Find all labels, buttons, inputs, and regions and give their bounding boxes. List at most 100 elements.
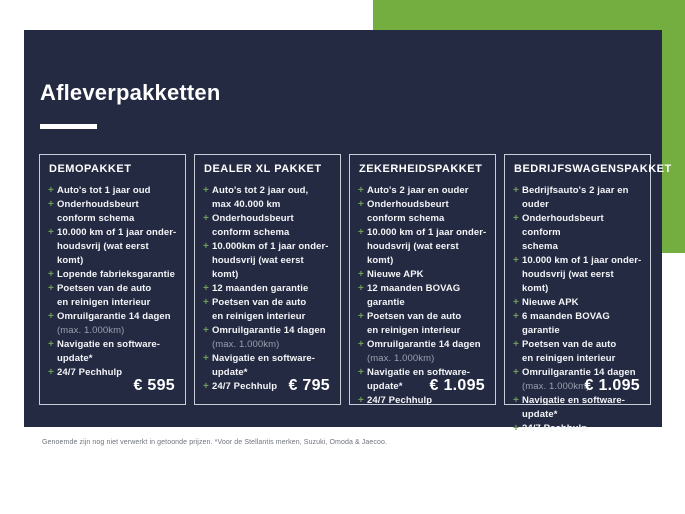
plus-icon: +	[358, 311, 364, 322]
plus-icon: +	[48, 339, 54, 350]
package-feature: + Onderhoudsbeurt conform schema	[513, 212, 642, 254]
plus-icon: +	[48, 227, 54, 238]
package-feature: +12 maanden garantie	[203, 282, 332, 296]
package-title: ZEKERHEIDSPAKKET	[359, 163, 483, 175]
package-feature: + Nieuwe APK	[358, 268, 487, 282]
plus-icon: +	[48, 185, 54, 196]
plus-icon: +	[513, 297, 519, 308]
page-title: Afleverpakketten	[40, 80, 221, 105]
footnote-text: Genoemde zijn nog niet verwerkt in getoo…	[42, 439, 388, 446]
feature-text: Onderhoudsbeurt conform schema	[367, 199, 449, 224]
package-price: € 1.095	[584, 377, 640, 394]
plus-icon: +	[513, 395, 519, 406]
plus-icon: +	[203, 381, 209, 392]
plus-icon: +	[513, 185, 519, 196]
feature-text: 24/7 Pechhulp	[57, 367, 123, 378]
package-feature: +10.000 km of 1 jaar onder-houdsvrij (wa…	[513, 254, 642, 296]
feature-text: Omruilgarantie 14 dagen (max. 1.000km)	[367, 339, 481, 364]
feature-text: Poetsen van de auto en reinigen interieur	[522, 339, 617, 364]
package-feature-list: + Auto's tot 1 jaar oud + Onderhoudsbeurt co…	[48, 184, 177, 380]
plus-icon: +	[48, 311, 54, 322]
plus-icon: +	[203, 283, 209, 294]
plus-icon: +	[203, 185, 209, 196]
package-feature: + Onderhoudsbeurt conform schema	[358, 198, 487, 226]
package-feature: + Onderhoudsbeurt conform schema	[203, 212, 332, 240]
package-feature: + Omruilgarantie 14 dagen (max. 1.000km)	[203, 324, 332, 352]
feature-text: Poetsen van de auto en reinigen interieur	[212, 297, 307, 322]
plus-icon: +	[48, 367, 54, 378]
plus-icon: +	[203, 325, 209, 336]
plus-icon: +	[358, 185, 364, 196]
feature-text: Onderhoudsbeurt conform schema	[57, 199, 139, 224]
plus-icon: +	[203, 241, 209, 252]
plus-icon: +	[513, 423, 519, 434]
plus-icon: +	[48, 269, 54, 280]
feature-text: 10.000km of 1 jaar onder-houdsvrij (wat …	[212, 241, 329, 280]
plus-icon: +	[513, 339, 519, 350]
package-title: DEMOPAKKET	[49, 163, 132, 175]
package-title: BEDRIJFSWAGENSPAKKET	[514, 163, 672, 175]
package-price: € 795	[288, 377, 330, 394]
package-feature: +24/7 Pechhulp	[358, 394, 487, 408]
plus-icon: +	[513, 213, 519, 224]
feature-text: Nieuwe APK	[367, 269, 424, 280]
plus-icon: +	[203, 213, 209, 224]
package-card: BEDRIJFSWAGENSPAKKET + Bedrijfsauto's 2 ja…	[504, 154, 672, 434]
title-underline	[40, 124, 97, 129]
feature-text: 24/7 Pechhulp	[367, 395, 433, 406]
feature-text: Navigatie en software-update*	[367, 367, 471, 392]
feature-text: 24/7 Pechhulp	[212, 381, 278, 392]
feature-text: 10.000 km of 1 jaar onder-houdsvrij (wat…	[522, 255, 642, 294]
feature-text: 12 maanden garantie	[212, 283, 309, 294]
feature-text: 24/7 Pechhulp	[522, 423, 588, 434]
package-title: DEALER XL PAKKET	[204, 163, 322, 175]
feature-text: Onderhoudsbeurt conform schema	[212, 213, 294, 238]
package-price: € 595	[133, 377, 175, 394]
plus-icon: +	[358, 395, 364, 406]
plus-icon: +	[358, 339, 364, 350]
package-card: ZEKERHEIDSPAKKET + Auto's 2 jaar en ouder +…	[349, 154, 496, 408]
feature-text: 6 maanden BOVAG garantie	[522, 311, 610, 336]
package-feature: +10.000km of 1 jaar onder-houdsvrij (wat…	[203, 240, 332, 282]
feature-text: Navigatie en software-update*	[212, 353, 316, 378]
plus-icon: +	[513, 255, 519, 266]
package-feature: + Auto's 2 jaar en ouder	[358, 184, 487, 198]
package-feature: + Poetsen van de auto en reinigen interieu…	[358, 310, 487, 338]
feature-text: Auto's tot 2 jaar oud, max 40.000 km	[212, 185, 309, 210]
feature-text: 12 maanden BOVAG garantie	[367, 283, 461, 308]
package-feature: +6 maanden BOVAG garantie	[513, 310, 642, 338]
feature-text: Poetsen van de auto en reinigen interieur	[57, 283, 152, 308]
package-feature: + Poetsen van de auto en reinigen interieu…	[203, 296, 332, 324]
feature-text: Lopende fabrieksgarantie	[57, 269, 176, 280]
package-feature: + Onderhoudsbeurt conform schema	[48, 198, 177, 226]
package-feature-list: + Auto's tot 2 jaar oud, max 40.000 km + Ond…	[203, 184, 332, 394]
package-feature: + Lopende fabrieksgarantie	[48, 268, 177, 282]
package-feature-list: + Auto's 2 jaar en ouder + Onderhoudsbeurt c…	[358, 184, 487, 408]
package-feature: +10.000 km of 1 jaar onder-houdsvrij (wa…	[48, 226, 177, 268]
package-feature: + Navigatie en software-update*	[48, 338, 177, 366]
package-feature: + Auto's tot 2 jaar oud, max 40.000 km	[203, 184, 332, 212]
plus-icon: +	[513, 311, 519, 322]
plus-icon: +	[358, 227, 364, 238]
package-card: DEMOPAKKET + Auto's tot 1 jaar oud + Onderho…	[39, 154, 186, 405]
package-feature: + Poetsen van de auto en reinigen interieu…	[48, 282, 177, 310]
plus-icon: +	[203, 353, 209, 364]
feature-text: Navigatie en software-update*	[522, 395, 626, 420]
package-feature: + Navigatie en software-update*	[358, 366, 487, 394]
slide-panel: Afleverpakketten DEMOPAKKET + Auto's tot 1…	[24, 30, 672, 434]
package-feature: + Navigatie en software-update*	[203, 352, 332, 380]
feature-text: Auto's 2 jaar en ouder	[367, 185, 469, 196]
package-feature: +24/7 Pechhulp	[48, 366, 177, 380]
packages-row: DEMOPAKKET + Auto's tot 1 jaar oud + Onderho…	[39, 154, 672, 434]
package-feature: + Nieuwe APK	[513, 296, 642, 310]
plus-icon: +	[358, 367, 364, 378]
feature-text: Onderhoudsbeurt conform schema	[522, 213, 604, 252]
package-feature: + Navigatie en software-update*	[513, 394, 642, 422]
package-feature: + Omruilgarantie 14 dagen (max. 1.000km)	[513, 366, 642, 394]
feature-text: Nieuwe APK	[522, 297, 579, 308]
plus-icon: +	[48, 283, 54, 294]
package-price: € 1.095	[429, 377, 485, 394]
package-feature: +24/7 Pechhulp	[513, 422, 642, 436]
plus-icon: +	[203, 297, 209, 308]
feature-text: Auto's tot 1 jaar oud	[57, 185, 151, 196]
